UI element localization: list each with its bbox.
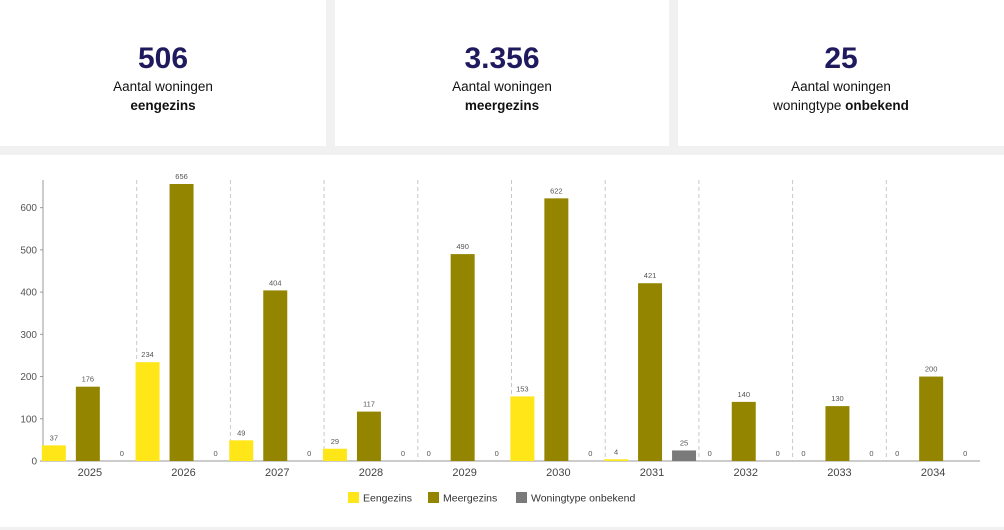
kpi-card-meergezins: 3.356 Aantal woningen meergezins [335, 0, 669, 146]
kpi-label: Aantal woningen [791, 79, 891, 94]
data-label-meergezins-2033: 130 [831, 394, 844, 403]
x-tick-label: 2031 [640, 467, 664, 479]
data-label-onbekend-2032: 0 [776, 449, 780, 458]
data-label-eengezins-2030: 153 [516, 384, 529, 393]
data-label-eengezins-2031: 4 [614, 447, 618, 456]
data-label-eengezins-2027: 49 [237, 428, 245, 437]
legend-label-eengezins[interactable]: Eengezins [363, 493, 412, 505]
chart-panel [0, 155, 1004, 527]
kpi-label: Aantal woningen [113, 79, 213, 94]
x-tick-label: 2032 [734, 467, 758, 479]
legend-swatch-eengezins [348, 492, 359, 503]
data-label-meergezins-2031: 421 [644, 271, 657, 280]
data-label-meergezins-2029: 490 [456, 242, 469, 251]
data-label-eengezins-2025: 37 [50, 433, 58, 442]
data-label-meergezins-2027: 404 [269, 278, 282, 287]
data-label-eengezins-2028: 29 [331, 437, 339, 446]
bar-eengezins-2027[interactable] [229, 440, 254, 461]
data-label-meergezins-2034: 200 [925, 365, 938, 374]
bar-meergezins-2030[interactable] [544, 198, 569, 462]
bar-meergezins-2033[interactable] [825, 406, 850, 461]
kpi-label: Aantal woningen [452, 79, 552, 94]
y-tick-label: 400 [20, 288, 37, 299]
data-label-onbekend-2026: 0 [213, 449, 217, 458]
bar-onbekend-2031[interactable] [672, 450, 697, 461]
data-label-eengezins-2026: 234 [141, 350, 154, 359]
x-tick-label: 2034 [921, 467, 945, 479]
data-label-onbekend-2025: 0 [120, 449, 124, 458]
x-tick-label: 2033 [827, 467, 851, 479]
bar-eengezins-2028[interactable] [322, 448, 347, 461]
y-tick-label: 500 [20, 245, 37, 256]
x-tick-label: 2027 [265, 467, 289, 479]
data-label-onbekend-2033: 0 [869, 449, 873, 458]
bar-meergezins-2027[interactable] [263, 290, 288, 461]
bar-eengezins-2025[interactable] [41, 445, 66, 461]
bar-meergezins-2028[interactable] [356, 411, 381, 461]
kpi-value: 3.356 [464, 42, 540, 75]
legend-swatch-onbekend [516, 492, 527, 503]
bar-chart: 0100200300400500600371760202523465602026… [20, 172, 980, 505]
y-tick-label: 100 [20, 414, 37, 425]
bar-meergezins-2032[interactable] [731, 401, 756, 461]
legend-label-meergezins[interactable]: Meergezins [443, 493, 497, 505]
data-label-eengezins-2029: 0 [427, 449, 431, 458]
data-label-eengezins-2034: 0 [895, 449, 899, 458]
data-label-eengezins-2032: 0 [708, 449, 712, 458]
y-tick-label: 0 [31, 457, 37, 468]
data-label-onbekend-2030: 0 [588, 449, 592, 458]
x-tick-label: 2029 [452, 467, 476, 479]
kpi-sublabel: meergezins [464, 98, 540, 113]
x-tick-label: 2028 [359, 467, 383, 479]
bar-eengezins-2030[interactable] [510, 396, 535, 461]
data-label-meergezins-2026: 656 [175, 172, 188, 181]
data-label-meergezins-2030: 622 [550, 186, 563, 195]
x-tick-label: 2026 [171, 467, 195, 479]
data-label-meergezins-2032: 140 [737, 390, 750, 399]
bar-meergezins-2026[interactable] [169, 184, 194, 461]
data-label-onbekend-2034: 0 [963, 449, 967, 458]
data-label-meergezins-2025: 176 [82, 375, 95, 384]
data-label-onbekend-2031: 25 [680, 438, 688, 447]
bar-eengezins-2026[interactable] [135, 362, 160, 461]
kpi-sublabel: eengezins [130, 98, 196, 113]
bar-meergezins-2031[interactable] [638, 283, 663, 461]
data-label-onbekend-2027: 0 [307, 449, 311, 458]
y-tick-label: 600 [20, 203, 37, 214]
bar-meergezins-2034[interactable] [919, 376, 944, 461]
kpi-card-eengezins: 506 Aantal woningen eengezins [0, 0, 326, 146]
y-tick-label: 200 [20, 372, 37, 383]
bar-eengezins-2031[interactable] [604, 459, 629, 461]
legend-swatch-meergezins [428, 492, 439, 503]
data-label-onbekend-2028: 0 [401, 449, 405, 458]
data-label-meergezins-2028: 117 [363, 400, 375, 409]
data-label-eengezins-2033: 0 [801, 449, 805, 458]
kpi-value: 25 [824, 42, 858, 75]
bar-meergezins-2025[interactable] [75, 386, 100, 461]
kpi-value: 506 [137, 42, 189, 75]
x-tick-label: 2025 [78, 467, 102, 479]
data-label-onbekend-2029: 0 [495, 449, 499, 458]
x-tick-label: 2030 [546, 467, 570, 479]
bar-meergezins-2029[interactable] [450, 254, 475, 461]
y-tick-label: 300 [20, 330, 37, 341]
kpi-sublabel: woningtype onbekend [773, 98, 909, 113]
legend-label-onbekend[interactable]: Woningtype onbekend [531, 493, 635, 505]
kpi-card-onbekend: 25 Aantal woningen woningtype onbekend [678, 0, 1004, 146]
